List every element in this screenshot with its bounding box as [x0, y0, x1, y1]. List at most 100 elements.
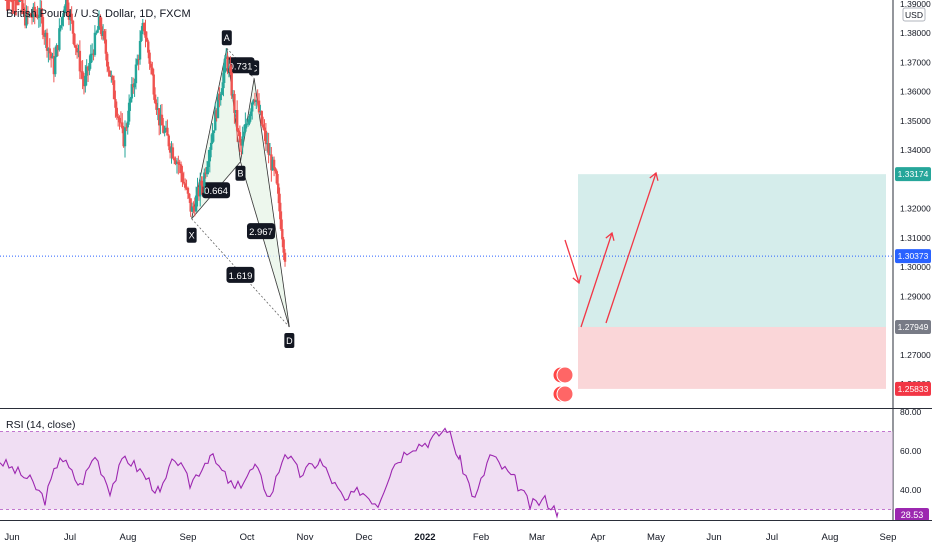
us-flag-icon[interactable]: [556, 385, 574, 403]
candle-body: [281, 228, 284, 240]
candle-body: [108, 70, 112, 77]
candle-body: [153, 94, 157, 103]
candle-body: [59, 25, 62, 29]
candle-body: [122, 128, 125, 147]
price-badge-label: 1.27949: [898, 322, 929, 332]
candle-body: [177, 161, 180, 165]
candle-body: [121, 122, 124, 129]
candle-body: [168, 146, 172, 153]
rsi-pane[interactable]: RSI (14, close) 80.00 60.00 40.00 28.53: [0, 407, 929, 521]
candle-body: [264, 130, 268, 145]
time-axis[interactable]: Jun Jul Aug Sep Oct Nov Dec 2022 Feb Mar Apr May Jun…: [4, 532, 896, 543]
candle-body: [162, 125, 165, 133]
candle-body: [18, 0, 21, 3]
price-badge: [895, 249, 931, 264]
candle-body: [240, 142, 243, 146]
candle-body: [201, 185, 205, 187]
pattern-ratio-badge: [226, 57, 255, 74]
pattern-point-label: A: [224, 33, 230, 43]
candle-body: [66, 0, 69, 16]
candle-body: [33, 6, 36, 15]
candle-body: [263, 127, 266, 131]
time-tick-label: Aug: [822, 532, 839, 543]
candle-body: [197, 187, 201, 197]
candle-body: [205, 166, 209, 175]
candle-body: [80, 71, 83, 73]
pattern-triangle-bcd: [240, 78, 290, 328]
us-flag-icon[interactable]: [556, 366, 574, 384]
rsi-value-badge: [895, 508, 929, 521]
candle-body: [159, 114, 162, 126]
candle-body: [256, 100, 259, 102]
candle-body: [7, 0, 10, 10]
candle-body: [233, 93, 236, 113]
candle-body: [241, 136, 244, 146]
candle-body: [103, 31, 106, 40]
candle-body: [196, 187, 199, 196]
candle-body: [173, 158, 176, 161]
economic-event-icons[interactable]: [552, 366, 574, 403]
candle-body: [151, 67, 154, 75]
candle-body: [160, 114, 164, 126]
candle-body: [215, 110, 218, 119]
candle-body: [90, 53, 94, 55]
candle-body: [81, 71, 84, 79]
candle-body: [244, 124, 247, 132]
candle-body: [182, 181, 186, 184]
pattern-point-label: D: [286, 336, 293, 346]
candle-body: [138, 40, 142, 60]
candle-body: [99, 16, 102, 27]
candle-body: [23, 9, 27, 26]
profit-zone[interactable]: [578, 174, 886, 327]
candle-body: [55, 45, 58, 57]
candle-body: [63, 6, 67, 14]
candle-body: [149, 63, 153, 68]
candle-body: [74, 45, 77, 49]
candle-body: [225, 56, 228, 59]
candle-body: [45, 32, 49, 51]
candle-body: [274, 168, 277, 172]
candle-body: [51, 55, 54, 59]
candle-body: [252, 99, 255, 103]
candle-body: [127, 102, 131, 122]
candle-body: [38, 8, 42, 17]
loss-zone[interactable]: [578, 326, 886, 389]
candle-body: [279, 211, 283, 229]
price-tick-label: 1.39000: [900, 0, 931, 9]
candle-body: [93, 32, 97, 55]
candle-body: [30, 16, 34, 18]
price-badges: 1.33174 1.30373 1.27949 1.25833: [895, 167, 931, 396]
price-tick-label: 1.37000: [900, 57, 931, 67]
candle-body: [214, 110, 217, 131]
candle-body: [56, 45, 60, 50]
candle-body: [4, 0, 8, 1]
rsi-axis[interactable]: 80.00 60.00 40.00: [900, 407, 922, 495]
price-tick-label: 1.36000: [900, 87, 931, 97]
candle-body: [48, 48, 51, 54]
candle-body: [126, 121, 129, 128]
candle-body: [67, 11, 71, 20]
candle-body: [259, 111, 262, 113]
candle-body: [276, 183, 280, 194]
candle-body: [97, 16, 101, 30]
candle-body: [155, 102, 158, 110]
candle-body: [200, 180, 203, 186]
arrow-shaft: [564, 239, 580, 284]
rsi-line: [0, 427, 559, 519]
candle-body: [111, 76, 114, 81]
candle-body: [6, 0, 9, 11]
candle-body: [199, 180, 202, 197]
candle-body: [167, 135, 170, 147]
candle-body: [181, 173, 184, 182]
candle-body: [17, 0, 20, 6]
pattern-ratio-badge: [246, 223, 275, 240]
candle-body: [207, 161, 210, 167]
candle-body: [212, 130, 216, 133]
candle-body: [208, 149, 212, 162]
candle-body: [235, 110, 239, 131]
candle-body: [261, 124, 265, 128]
pattern-bd-line: [240, 161, 290, 328]
rsi-value-label: 28.53: [901, 510, 924, 520]
projection-arrows[interactable]: [564, 171, 659, 328]
